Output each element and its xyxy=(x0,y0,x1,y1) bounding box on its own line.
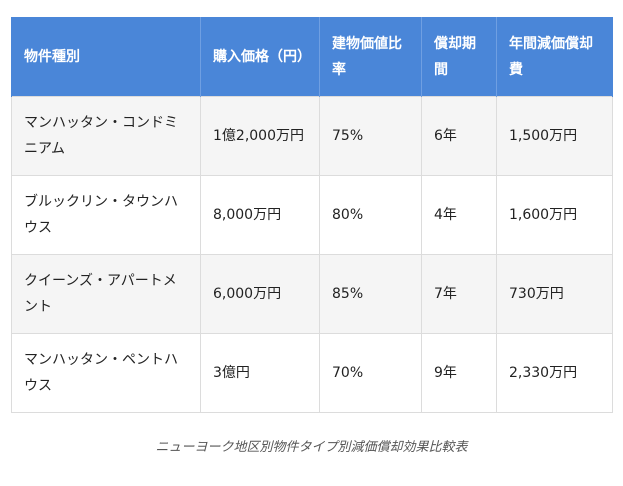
table-row: クイーンズ・アパートメント 6,000万円 85% 7年 730万円 xyxy=(11,254,613,334)
cell-property-type: ブルックリン・タウンハウス xyxy=(11,175,201,255)
cell-purchase-price: 3億円 xyxy=(200,333,320,413)
cell-building-ratio: 75% xyxy=(319,96,422,176)
cell-depreciation-period: 4年 xyxy=(421,175,497,255)
cell-depreciation-period: 6年 xyxy=(421,96,497,176)
cell-purchase-price: 8,000万円 xyxy=(200,175,320,255)
table-row: ブルックリン・タウンハウス 8,000万円 80% 4年 1,600万円 xyxy=(11,175,613,255)
cell-depreciation-period: 7年 xyxy=(421,254,497,334)
depreciation-comparison-table: 物件種別 購入価格（円） 建物価値比率 償却期間 年間減価償却費 マンハッタン・… xyxy=(11,17,613,413)
header-building-ratio: 建物価値比率 xyxy=(319,17,422,97)
cell-depreciation-period: 9年 xyxy=(421,333,497,413)
table-caption: ニューヨーク地区別物件タイプ別減価償却効果比較表 xyxy=(155,440,468,455)
table-row: マンハッタン・コンドミニアム 1億2,000万円 75% 6年 1,500万円 xyxy=(11,96,613,176)
cell-annual-depreciation: 1,600万円 xyxy=(496,175,613,255)
cell-building-ratio: 85% xyxy=(319,254,422,334)
table-row: マンハッタン・ペントハウス 3億円 70% 9年 2,330万円 xyxy=(11,333,613,413)
cell-annual-depreciation: 730万円 xyxy=(496,254,613,334)
cell-building-ratio: 70% xyxy=(319,333,422,413)
header-depreciation-period: 償却期間 xyxy=(421,17,497,97)
cell-annual-depreciation: 2,330万円 xyxy=(496,333,613,413)
cell-property-type: クイーンズ・アパートメント xyxy=(11,254,201,334)
cell-property-type: マンハッタン・ペントハウス xyxy=(11,333,201,413)
header-property-type: 物件種別 xyxy=(11,17,201,97)
header-annual-depreciation: 年間減価償却費 xyxy=(496,17,613,97)
header-purchase-price: 購入価格（円） xyxy=(200,17,320,97)
cell-building-ratio: 80% xyxy=(319,175,422,255)
cell-annual-depreciation: 1,500万円 xyxy=(496,96,613,176)
table-header-row: 物件種別 購入価格（円） 建物価値比率 償却期間 年間減価償却費 xyxy=(11,17,613,97)
cell-purchase-price: 6,000万円 xyxy=(200,254,320,334)
cell-property-type: マンハッタン・コンドミニアム xyxy=(11,96,201,176)
cell-purchase-price: 1億2,000万円 xyxy=(200,96,320,176)
